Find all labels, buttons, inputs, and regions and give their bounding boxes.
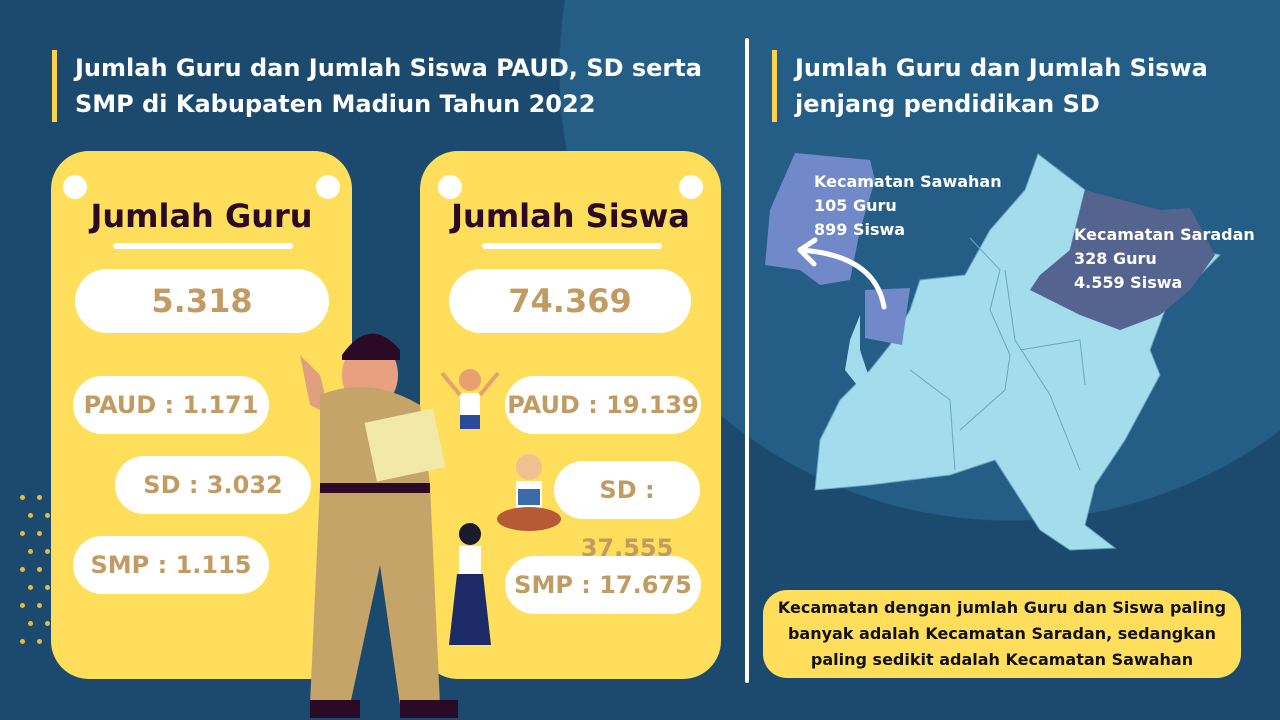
sawahan-guru: 105 Guru <box>814 196 897 215</box>
map-region-saradan <box>1030 190 1215 330</box>
dot <box>28 621 33 626</box>
siswa-smp: SMP : 17.675 <box>505 556 701 614</box>
guru-sd: SD : 3.032 <box>115 456 311 514</box>
dot <box>45 513 50 518</box>
saradan-name: Kecamatan Saradan <box>1074 225 1255 244</box>
heading-underline <box>482 243 662 249</box>
map-region-sawahan-inset <box>865 288 910 345</box>
divider <box>745 38 749 683</box>
saradan-siswa: 4.559 Siswa <box>1074 273 1183 292</box>
dot <box>20 603 25 608</box>
heading-underline <box>113 243 293 249</box>
madiun-map <box>765 153 1221 551</box>
guru-smp: SMP : 1.115 <box>73 536 269 594</box>
dot <box>28 513 33 518</box>
card-hole <box>316 175 340 199</box>
student-girl-illustration <box>449 523 491 645</box>
dot <box>37 639 42 644</box>
siswa-paud: PAUD : 19.139 <box>505 376 701 434</box>
dot <box>45 621 50 626</box>
arrow-icon <box>797 237 887 310</box>
dot <box>45 585 50 590</box>
dot <box>37 603 42 608</box>
card-hole <box>438 175 462 199</box>
saradan-guru: 328 Guru <box>1074 249 1157 268</box>
dot <box>45 549 50 554</box>
guru-total: 5.318 <box>75 269 329 333</box>
card-hole <box>63 175 87 199</box>
dot <box>20 639 25 644</box>
sawahan-name: Kecamatan Sawahan <box>814 172 1002 191</box>
dot <box>37 531 42 536</box>
right-title: Jumlah Guru dan Jumlah Siswa jenjang pen… <box>772 50 1232 122</box>
sawahan-label: Kecamatan Sawahan 105 Guru 899 Siswa <box>814 170 1002 242</box>
student-reading-illustration <box>497 454 561 531</box>
guru-card: Jumlah Guru 5.318 PAUD : 1.171 SD : 3.03… <box>51 151 352 679</box>
dot <box>20 567 25 572</box>
dot <box>28 585 33 590</box>
student-boy-illustration <box>440 369 500 429</box>
dot <box>28 549 33 554</box>
card-hole <box>679 175 703 199</box>
dot <box>37 567 42 572</box>
siswa-sd: SD : 37.555 <box>554 461 700 562</box>
map-region-west <box>845 315 870 395</box>
map-borders <box>909 237 1086 471</box>
siswa-total: 74.369 <box>449 269 691 333</box>
sawahan-siswa: 899 Siswa <box>814 220 906 239</box>
guru-heading: Jumlah Guru <box>90 197 313 235</box>
teacher-illustration <box>300 333 458 718</box>
dot <box>37 495 42 500</box>
map-region-sawahan <box>765 153 875 285</box>
siswa-heading: Jumlah Siswa <box>451 197 690 235</box>
guru-paud: PAUD : 1.171 <box>73 376 269 434</box>
left-title: Jumlah Guru dan Jumlah Siswa PAUD, SD se… <box>52 50 712 122</box>
saradan-label: Kecamatan Saradan 328 Guru 4.559 Siswa <box>1074 223 1255 295</box>
dot <box>20 531 25 536</box>
summary-box: Kecamatan dengan jumlah Guru dan Siswa p… <box>763 590 1241 678</box>
dot <box>20 495 25 500</box>
